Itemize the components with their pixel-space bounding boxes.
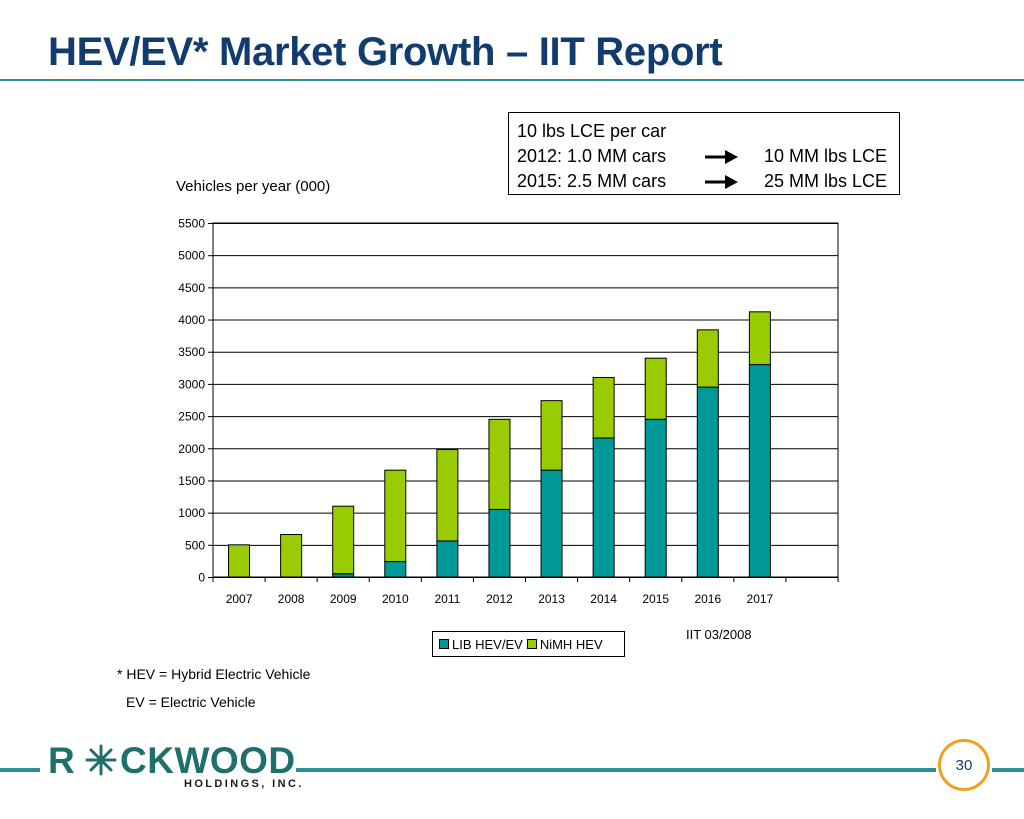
logo-subtitle: HOLDINGS, INC.	[184, 778, 304, 790]
bar-lib-hev-ev	[696, 386, 719, 578]
legend-item-nimh: NiMH HEV	[526, 636, 603, 652]
plot-area	[212, 222, 839, 578]
y-tick-label: 3500	[178, 345, 205, 359]
company-logo: R CKWOOD HOLDINGS, INC.	[44, 740, 301, 796]
source-note: IIT 03/2008	[686, 627, 752, 642]
bar-nimh-hev	[436, 449, 459, 542]
right-arrow-icon	[705, 150, 738, 164]
y-tick-label: 1000	[178, 506, 205, 520]
legend-label-nimh: NiMH HEV	[539, 636, 603, 652]
x-tick-label: 2011	[434, 592, 460, 606]
logo-word-left: R	[48, 740, 76, 781]
bar-nimh-hev	[592, 376, 615, 439]
bar-lib-hev-ev	[644, 418, 667, 578]
bar-lib-hev-ev	[384, 561, 407, 578]
footnote-ev: EV = Electric Vehicle	[126, 694, 256, 710]
x-tick-label: 2010	[382, 592, 409, 606]
x-tick-label: 2012	[486, 592, 513, 606]
bar-nimh-hev	[228, 544, 251, 578]
bar-nimh-hev	[280, 534, 303, 578]
x-tick-label: 2007	[226, 592, 253, 606]
slide-title: HEV/EV* Market Growth – IIT Report	[48, 30, 723, 74]
legend-swatch-nimh	[526, 639, 537, 649]
y-tick-label: 1500	[178, 474, 205, 488]
x-tick-label: 2016	[694, 592, 721, 606]
chart-legend: LIB HEV/EV NiMH HEV	[432, 631, 625, 657]
footer-rule-right	[992, 768, 1024, 772]
bar-nimh-hev	[696, 329, 719, 388]
y-tick-label: 5000	[178, 249, 205, 263]
bar-nimh-hev	[540, 400, 563, 471]
title-divider	[0, 79, 1024, 81]
y-tick-label: 4500	[178, 281, 205, 295]
x-tick-label: 2008	[278, 592, 305, 606]
x-tick-label: 2015	[642, 592, 669, 606]
legend-swatch-lib	[439, 639, 449, 649]
info-box: 10 lbs LCE per car 2012: 1.0 MM cars 10 …	[508, 112, 900, 195]
bar-nimh-hev	[644, 357, 667, 420]
info-line-3-right: 25 MM lbs LCE	[763, 171, 887, 191]
bar-nimh-hev	[748, 311, 771, 366]
bar-lib-hev-ev	[592, 437, 615, 578]
y-tick-label: 0	[198, 571, 205, 585]
y-tick-label: 5500	[178, 217, 205, 231]
x-tick-label: 2017	[747, 592, 774, 606]
y-tick-label: 2500	[178, 410, 205, 424]
bar-nimh-hev	[384, 469, 407, 563]
footer-rule-middle	[296, 768, 936, 772]
page-number-label: 30	[955, 756, 973, 774]
y-tick-label: 3000	[178, 377, 205, 391]
footnote-hev: * HEV = Hybrid Electric Vehicle	[117, 666, 311, 682]
snowflake-icon	[85, 744, 117, 776]
x-tick-label: 2013	[538, 592, 565, 606]
info-line-2-left: 2012: 1.0 MM cars	[517, 146, 667, 166]
bar-nimh-hev	[332, 505, 355, 575]
legend-item-lib: LIB HEV/EV	[439, 637, 523, 652]
footer-rule-left	[0, 768, 40, 772]
logo-word-right: CKWOOD	[120, 740, 296, 781]
bar-nimh-hev	[488, 418, 511, 510]
bar-lib-hev-ev	[748, 364, 771, 578]
page-number: 30	[938, 739, 990, 791]
x-tick-label: 2014	[590, 592, 617, 606]
y-tick-label: 4000	[178, 313, 205, 327]
info-line-3-left: 2015: 2.5 MM cars	[517, 171, 667, 191]
y-tick-label: 2000	[178, 442, 205, 456]
x-tick-label: 2009	[330, 592, 357, 606]
y-axis-label: Vehicles per year (000)	[176, 178, 331, 195]
bar-lib-hev-ev	[488, 508, 511, 578]
bar-lib-hev-ev	[540, 469, 563, 578]
bar-lib-hev-ev	[436, 540, 459, 578]
right-arrow-icon	[705, 175, 738, 189]
info-line-1: 10 lbs LCE per car	[517, 121, 667, 141]
legend-label-lib: LIB HEV/EV	[452, 636, 523, 652]
info-line-2-right: 10 MM lbs LCE	[763, 146, 887, 166]
y-tick-label: 500	[185, 538, 205, 552]
